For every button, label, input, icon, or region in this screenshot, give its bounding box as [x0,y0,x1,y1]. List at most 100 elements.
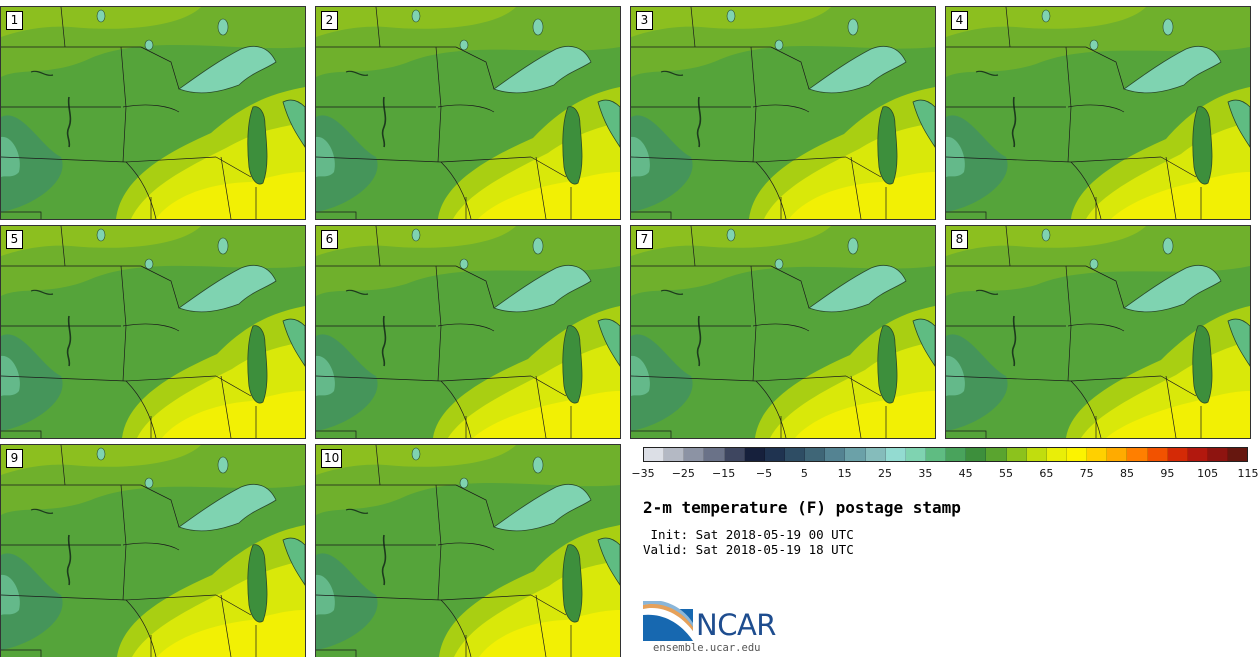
river [66,96,72,148]
temperature-band [316,115,378,212]
lake-michigan [562,325,583,404]
lake [1041,9,1051,23]
lake-michigan [1192,325,1213,404]
boundary-lines [946,226,1202,438]
lake-superior [808,264,907,313]
colorbar-swatch [1147,448,1168,461]
colorbar-tick-label: −15 [712,467,736,480]
lake [459,477,469,489]
boundary-lines [1,7,257,219]
colorbar-tick-label: 55 [999,467,1013,480]
map-panel-8[interactable]: 8 [945,225,1251,439]
lake-huron [282,318,305,367]
lake [774,258,784,270]
lake-michigan [247,325,268,404]
map-panel-6[interactable]: 6 [315,225,621,439]
temperature-band [479,610,620,657]
map-panel-2[interactable]: 2 [315,6,621,220]
lake [1041,228,1051,242]
lake-superior [808,45,907,94]
lake-huron [912,318,935,367]
ncar-swoosh-icon [643,601,693,641]
river [381,534,387,586]
map-panel-1[interactable]: 1 [0,6,306,220]
river [345,508,369,514]
river [381,96,387,148]
temperature-band [631,136,650,177]
panel-label: 4 [951,11,968,30]
logo-url[interactable]: ensemble.ucar.edu [653,642,761,654]
panel-label: 3 [636,11,653,30]
lake-michigan [247,544,268,623]
lake-superior [178,483,277,532]
colorbar-swatch [1046,448,1067,461]
boundary-lines [631,226,887,438]
lake-huron [912,99,935,148]
lake-nipigon [1162,18,1174,36]
lake-michigan [877,325,898,404]
lake-superior [493,45,592,94]
lake-michigan [1192,106,1213,185]
colorbar-tick-label: 15 [837,467,852,480]
boundary-lines [316,445,572,657]
river [345,70,369,76]
temperature-band [473,391,620,438]
river [696,96,702,148]
lake-superior [1123,45,1222,94]
temperature-band [316,553,378,650]
colorbar-swatch [744,448,765,461]
colorbar-tick-label: 95 [1160,467,1175,480]
colorbar-swatch [986,448,1007,461]
colorbar-swatch [845,448,866,461]
temperature-band [946,334,1008,431]
river [30,289,54,295]
lake-huron [597,318,620,367]
lake-huron [597,99,620,148]
colorbar-swatch [946,448,967,461]
lake [96,228,106,242]
colorbar-swatch [1167,448,1188,461]
panel-label: 10 [321,449,343,468]
temperature-band [156,172,305,219]
logo-text: NCAR [696,608,776,642]
river [975,70,999,76]
colorbar-swatch [644,448,665,461]
lake-nipigon [217,456,229,474]
temperature-band [162,391,305,438]
lake [144,39,154,51]
map-panel-10[interactable]: 10 [315,444,621,657]
map-panel-4[interactable]: 4 [945,6,1251,220]
lake-michigan [247,106,268,185]
panel-label: 8 [951,230,968,249]
map-panel-7[interactable]: 7 [630,225,936,439]
river [30,70,54,76]
colorbar-swatch [664,448,685,461]
temperature-band [789,172,935,219]
lake [96,9,106,23]
temperature-band [316,574,335,615]
lake-huron [1227,99,1250,148]
map-panel-5[interactable]: 5 [0,225,306,439]
river [1011,315,1017,367]
ncar-logo[interactable]: NCAR ensemble.ucar.edu [643,600,803,657]
map-panel-9[interactable]: 9 [0,444,306,657]
temperature-band [157,610,305,657]
lake-superior [493,264,592,313]
lake-michigan [877,106,898,185]
river [345,289,369,295]
map-panel-3[interactable]: 3 [630,6,936,220]
colorbar-tick-label: 85 [1120,467,1134,480]
colorbar-tick-label: 35 [918,467,933,480]
temperature-band [316,334,378,431]
river [660,70,684,76]
lake-huron [282,537,305,586]
colorbar-swatch [805,448,826,461]
temperature-band [946,355,965,396]
lake [459,258,469,270]
boundary-lines [631,7,887,219]
river [975,289,999,295]
lake-nipigon [847,18,859,36]
lake-huron [1227,318,1250,367]
lake-superior [178,264,277,313]
